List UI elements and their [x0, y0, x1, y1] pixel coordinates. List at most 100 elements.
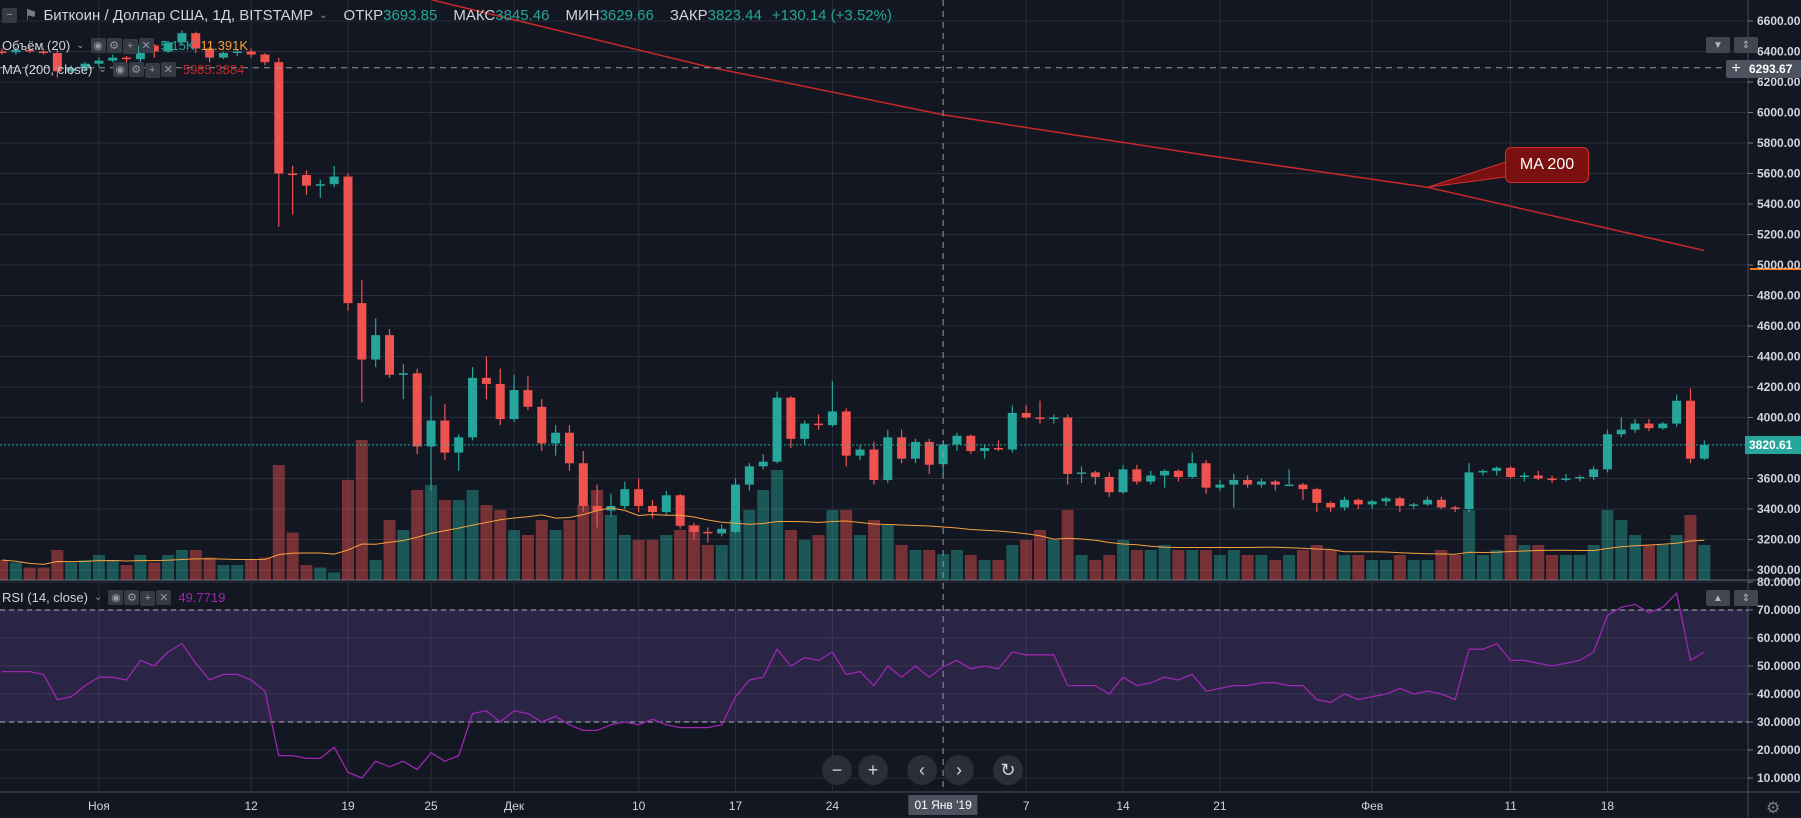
- volume-bar: [1587, 545, 1600, 580]
- high-label: МАКС: [453, 6, 496, 24]
- time-tick-label: 11: [1504, 799, 1517, 813]
- rsi-pane-maximize-button[interactable]: ⇕: [1734, 590, 1758, 606]
- volume-bar: [272, 465, 285, 580]
- gear-icon[interactable]: ⚙: [106, 38, 122, 53]
- candle-body: [731, 484, 741, 532]
- volume-bar: [1227, 550, 1240, 580]
- time-tick-label: 18: [1601, 799, 1615, 813]
- rsi-tick-label: 20.0000: [1757, 743, 1801, 757]
- chevron-down-icon[interactable]: ⌄: [93, 591, 103, 603]
- volume-bar: [300, 565, 313, 580]
- volume-bar: [1435, 550, 1448, 580]
- candle-body: [468, 377, 478, 438]
- candle-body: [357, 303, 367, 360]
- candle-body: [1090, 472, 1100, 477]
- candle-body: [786, 397, 796, 439]
- volume-bar: [771, 470, 784, 580]
- volume-bar: [162, 555, 175, 580]
- candle-body: [1063, 417, 1073, 474]
- plus-icon[interactable]: +: [144, 62, 160, 78]
- close-icon[interactable]: ✕: [138, 38, 154, 53]
- volume-bar: [618, 535, 631, 580]
- time-tick-label: 21: [1213, 799, 1227, 813]
- candle-body: [578, 463, 588, 506]
- volume-bar: [688, 525, 700, 580]
- plus-icon[interactable]: +: [122, 38, 138, 54]
- volume-bar: [508, 530, 521, 580]
- volume-bar: [1324, 550, 1337, 580]
- candle-body: [897, 437, 907, 459]
- volume-bar: [1020, 540, 1033, 580]
- volume-bar: [355, 440, 368, 580]
- close-icon[interactable]: ✕: [160, 62, 176, 77]
- flag-icon[interactable]: ⚑: [24, 7, 38, 24]
- volume-bar: [715, 545, 728, 580]
- pane-collapse-button[interactable]: ▼: [1706, 37, 1730, 53]
- eye-icon[interactable]: ◉: [90, 38, 106, 53]
- plus-icon[interactable]: +: [140, 590, 156, 606]
- close-icon[interactable]: ✕: [156, 590, 172, 605]
- eye-icon[interactable]: ◉: [112, 62, 128, 77]
- candle-body: [218, 53, 228, 58]
- collapse-icon[interactable]: −: [2, 7, 17, 23]
- volume-bar: [1629, 535, 1642, 580]
- price-tick-label: 5600.00: [1757, 167, 1801, 181]
- candle-body: [163, 42, 173, 52]
- candle-body: [1616, 429, 1626, 435]
- candle-body: [246, 51, 256, 55]
- candle-body: [883, 437, 893, 481]
- candle-body: [1077, 472, 1087, 474]
- scroll-right-button[interactable]: ›: [944, 755, 974, 785]
- volume-legend: Объём (20) ⌄ ◉ ⚙ + ✕ 5.15K 11.391K: [2, 37, 248, 54]
- candle-body: [343, 176, 353, 304]
- zoom-out-button[interactable]: −: [822, 755, 852, 785]
- candle-body: [537, 406, 547, 444]
- volume-label[interactable]: Объём (20): [2, 37, 71, 53]
- settings-icon[interactable]: ⚙: [1766, 800, 1781, 817]
- candle-body: [1201, 463, 1211, 488]
- volume-bar: [411, 490, 424, 580]
- candle-body: [1630, 423, 1640, 430]
- volume-bar: [92, 555, 105, 580]
- volume-value: 5.15K: [160, 37, 195, 53]
- volume-bar: [563, 520, 576, 580]
- candle-body: [232, 51, 242, 54]
- candle-body: [1464, 472, 1474, 509]
- rsi-pane-up-button[interactable]: ▲: [1706, 590, 1730, 606]
- volume-bar: [342, 480, 354, 580]
- volume-bar: [577, 505, 590, 580]
- chevron-down-icon[interactable]: ⌄: [76, 39, 85, 51]
- reset-chart-button[interactable]: ↻: [993, 755, 1023, 785]
- pane-maximize-button[interactable]: ⇕: [1734, 37, 1758, 53]
- chevron-down-icon[interactable]: ⌄: [319, 9, 328, 21]
- crosshair-price-label: 6293.67: [1745, 60, 1801, 78]
- volume-bar: [328, 572, 341, 580]
- price-tick-label: 5400.00: [1757, 197, 1801, 211]
- candle-body: [1450, 507, 1460, 509]
- symbol-title[interactable]: Биткоин / Доллар США, 1Д, BITSTAMP: [43, 6, 314, 24]
- rsi-label[interactable]: RSI (14, close): [2, 589, 88, 605]
- volume-bar: [189, 550, 202, 580]
- price-tick-label: 3600.00: [1757, 472, 1801, 486]
- eye-icon[interactable]: ◉: [108, 590, 124, 605]
- volume-bar: [1573, 555, 1586, 580]
- volume-bar: [1034, 530, 1046, 580]
- volume-bar: [1449, 555, 1462, 580]
- last-price-label: 3820.61: [1745, 435, 1801, 454]
- zoom-in-button[interactable]: +: [858, 755, 888, 785]
- add-alert-plus-icon[interactable]: +: [1726, 60, 1746, 78]
- scroll-left-button[interactable]: ‹: [907, 755, 937, 785]
- volume-bar: [120, 565, 133, 580]
- candle-body: [966, 435, 976, 452]
- ma-label[interactable]: MA (200, close): [2, 61, 93, 77]
- rsi-tick-label: 70.0000: [1757, 603, 1801, 617]
- volume-bar: [1532, 545, 1545, 580]
- candle-body: [661, 495, 671, 513]
- ma200-callout[interactable]: MA 200: [1505, 147, 1589, 183]
- gear-icon[interactable]: ⚙: [128, 62, 144, 77]
- volume-bar: [1283, 555, 1296, 580]
- chevron-down-icon[interactable]: ⌄: [98, 63, 107, 75]
- volume-bar: [286, 532, 299, 580]
- gear-icon[interactable]: ⚙: [124, 590, 140, 605]
